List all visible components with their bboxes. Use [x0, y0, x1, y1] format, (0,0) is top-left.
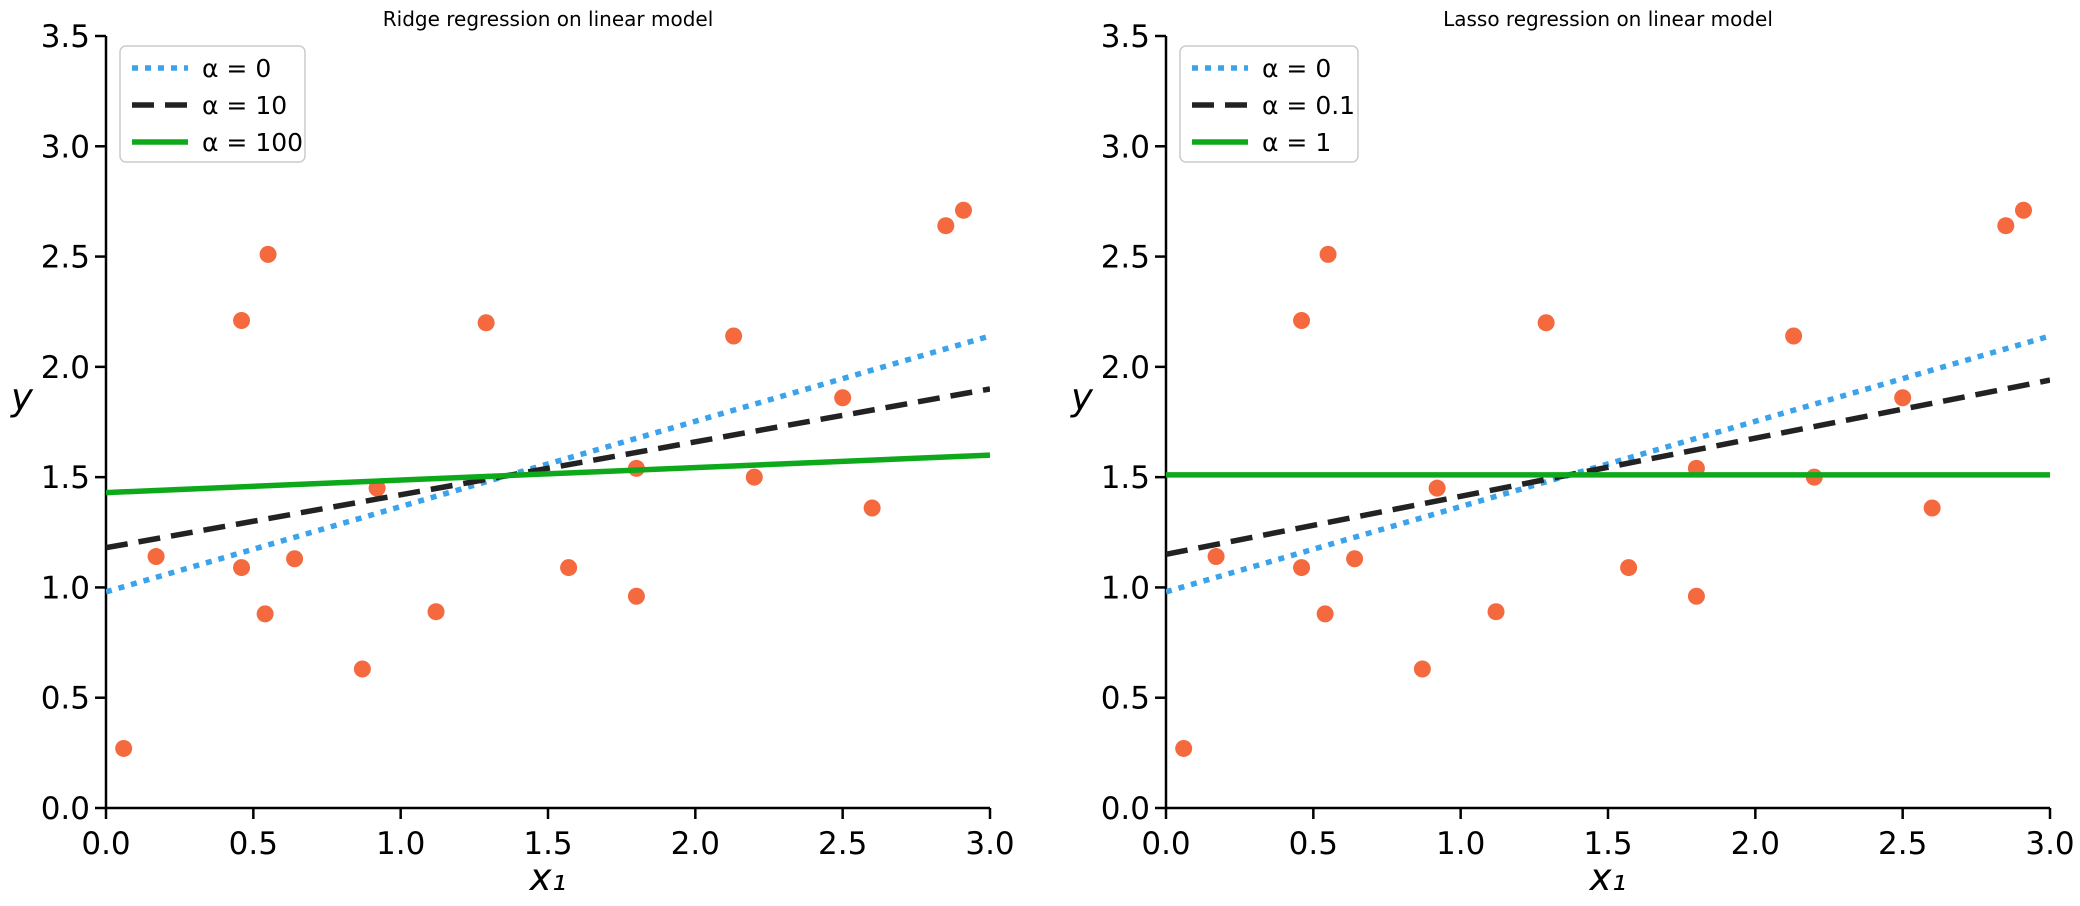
data-point	[256, 605, 274, 623]
chart-title: Lasso regression on linear model	[1443, 7, 1773, 31]
x-tick-label: 1.0	[1436, 826, 1485, 862]
data-point	[1537, 314, 1555, 332]
data-point	[1785, 327, 1803, 345]
data-point	[834, 389, 852, 407]
data-point	[1894, 389, 1912, 407]
data-point	[1293, 312, 1311, 330]
chart-title: Ridge regression on linear model	[383, 7, 714, 31]
data-point	[477, 314, 495, 332]
data-point	[1923, 499, 1941, 517]
y-tick-label: 2.0	[41, 350, 90, 386]
data-point	[1620, 559, 1638, 577]
x-tick-label: 2.5	[818, 826, 867, 862]
data-point	[115, 739, 133, 757]
legend-box	[119, 45, 306, 163]
x-tick-label: 2.5	[1878, 826, 1927, 862]
data-point	[1319, 245, 1337, 263]
data-point	[147, 548, 165, 566]
data-point	[954, 201, 972, 219]
y-axis-title: y	[1070, 376, 1094, 419]
data-point	[937, 217, 955, 235]
x-tick-label: 0.0	[81, 826, 130, 862]
data-point	[1487, 603, 1505, 621]
data-point	[745, 468, 763, 486]
data-point	[259, 245, 277, 263]
lasso-chart-panel: Lasso regression on linear model 0.0 0.5 1.…	[1070, 7, 2075, 899]
legend-label: α = 10	[202, 91, 287, 120]
regression-line-dashed	[1166, 377, 2050, 558]
y-tick-label: 1.5	[41, 460, 90, 496]
y-tick-label: 3.5	[41, 19, 90, 55]
regression-line-solid	[106, 452, 990, 496]
y-tick-label: 1.5	[1101, 460, 1150, 496]
data-point	[1687, 587, 1705, 605]
legend-label: α = 1	[1262, 128, 1331, 157]
y-tick-label: 1.0	[1101, 570, 1150, 606]
data-point	[2014, 201, 2032, 219]
data-point	[560, 559, 578, 577]
y-axis-title: y	[10, 376, 34, 419]
y-tick-label: 3.5	[1101, 19, 1150, 55]
y-tick-label: 2.5	[1101, 240, 1150, 276]
legend-label: α = 0.1	[1262, 91, 1355, 120]
x-tick-label: 3.0	[965, 826, 1014, 862]
ridge-chart-panel: Ridge regression on linear model 0.0 0.5 1.…	[10, 7, 1015, 899]
data-point	[627, 587, 645, 605]
legend-label: α = 0	[1262, 54, 1331, 83]
regression-line-dotted	[1166, 333, 2050, 595]
legend-label: α = 0	[202, 54, 271, 83]
legend-label: α = 100	[202, 128, 303, 157]
y-tick-label: 0.0	[41, 791, 90, 827]
data-point	[1316, 605, 1334, 623]
regression-line-dotted	[106, 333, 990, 595]
x-tick-label: 1.5	[1583, 826, 1632, 862]
y-tick-label: 1.0	[41, 570, 90, 606]
x-tick-label: 1.5	[523, 826, 572, 862]
x-tick-label: 0.0	[1141, 826, 1190, 862]
x-tick-label: 1.0	[376, 826, 425, 862]
y-tick-label: 2.5	[41, 240, 90, 276]
data-point	[1997, 217, 2015, 235]
data-point	[1175, 739, 1193, 757]
data-point	[1293, 559, 1311, 577]
y-tick-label: 2.0	[1101, 350, 1150, 386]
y-tick-label: 3.0	[1101, 129, 1150, 165]
data-point	[1413, 660, 1431, 678]
data-point	[863, 499, 881, 517]
regression-line-dashed	[106, 386, 990, 551]
data-point	[1207, 548, 1225, 566]
data-point	[353, 660, 371, 678]
x-tick-label: 0.5	[229, 826, 278, 862]
data-point	[1346, 550, 1364, 568]
y-tick-label: 0.0	[1101, 791, 1150, 827]
x-axis-title: x₁	[1589, 856, 1627, 899]
x-tick-label: 2.0	[1731, 826, 1780, 862]
data-point	[1428, 479, 1446, 497]
x-tick-label: 3.0	[2025, 826, 2074, 862]
x-tick-label: 2.0	[671, 826, 720, 862]
data-point	[725, 327, 743, 345]
legend-box	[1179, 45, 1359, 163]
data-point	[427, 603, 445, 621]
data-point	[233, 312, 251, 330]
y-tick-label: 0.5	[41, 681, 90, 717]
y-tick-label: 3.0	[41, 129, 90, 165]
data-point	[286, 550, 304, 568]
x-axis-title: x₁	[529, 856, 567, 899]
x-tick-label: 0.5	[1289, 826, 1338, 862]
data-point	[233, 559, 251, 577]
y-tick-label: 0.5	[1101, 681, 1150, 717]
